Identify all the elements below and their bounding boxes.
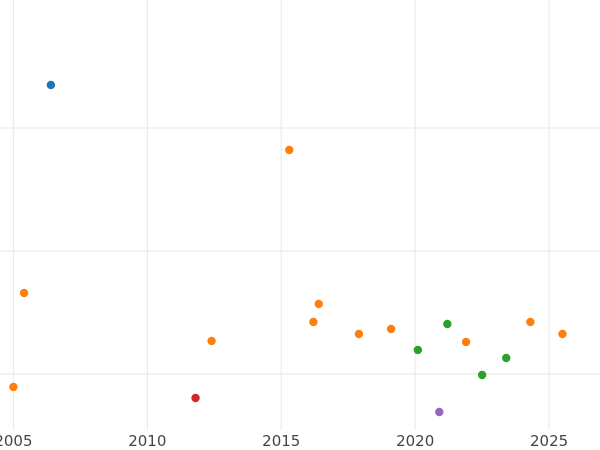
data-point	[502, 353, 511, 363]
x-tick-label: 2005	[0, 432, 32, 450]
data-point	[386, 324, 396, 334]
data-point	[477, 370, 487, 380]
x-axis-ticks: 2005 2010 2015 2020 2025	[0, 432, 568, 450]
x-tick-label: 2015	[262, 432, 300, 450]
data-point	[354, 329, 364, 339]
data-point	[46, 80, 56, 90]
x-tick-label: 2020	[396, 432, 434, 450]
data-point	[207, 336, 216, 346]
data-point	[558, 329, 567, 339]
data-point	[461, 337, 471, 347]
x-tick-label: 2010	[128, 432, 166, 450]
data-point	[285, 145, 294, 155]
grid-layer	[0, 0, 600, 430]
data-point	[9, 382, 18, 392]
data-point	[309, 317, 318, 327]
data-point	[191, 393, 200, 403]
data-point	[443, 319, 452, 329]
data-point	[314, 299, 323, 309]
data-point	[413, 345, 423, 355]
x-tick-label: 2025	[530, 432, 568, 450]
data-point	[19, 288, 29, 298]
data-point	[526, 317, 535, 327]
points-layer	[9, 80, 567, 417]
data-point	[435, 407, 444, 417]
